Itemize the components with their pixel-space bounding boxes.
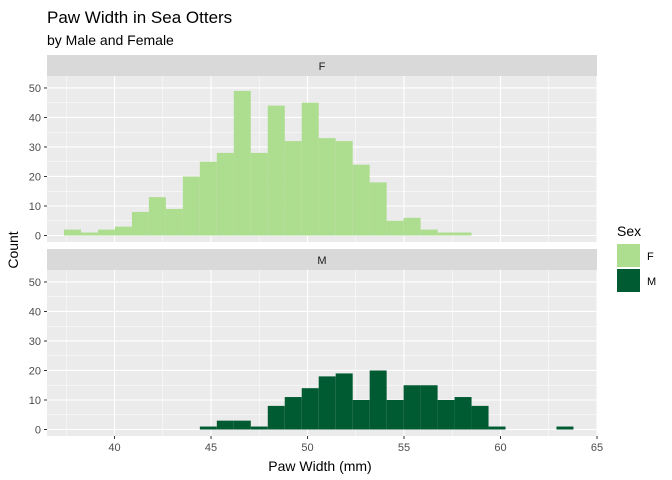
facet-panel-f: F 0 10 20 30 40 50 — [29, 55, 598, 243]
histogram-bar — [114, 226, 132, 236]
histogram-bar — [301, 102, 319, 236]
chart-title: Paw Width in Sea Otters — [47, 8, 232, 27]
histogram-bar — [352, 399, 370, 430]
histogram-bar — [199, 161, 217, 236]
x-tick-label: 60 — [494, 442, 506, 454]
histogram-bar — [301, 388, 319, 430]
legend-label-f: F — [647, 251, 654, 263]
y-tick-label: 50 — [29, 83, 41, 95]
y-tick-label: 0 — [35, 231, 41, 243]
chart-subtitle: by Male and Female — [47, 32, 174, 48]
y-tick-label: 20 — [29, 171, 41, 183]
histogram-bar — [403, 385, 421, 430]
facet-panels: F 0 10 20 30 40 50 M 0 10 20 30 40 50 40 45 50 55 60 65 — [29, 55, 603, 454]
histogram-bar — [267, 105, 285, 236]
histogram-bar — [386, 399, 404, 430]
histogram-bar — [250, 426, 268, 430]
legend-label-m: M — [647, 276, 656, 288]
y-tick-label: 10 — [29, 395, 41, 407]
histogram-bar — [267, 405, 285, 430]
histogram-bar — [420, 229, 438, 236]
histogram-bar — [471, 405, 489, 430]
histogram-bar — [369, 370, 387, 430]
histogram-bar — [165, 208, 183, 236]
x-axis-label: Paw Width (mm) — [268, 458, 371, 474]
histogram-bar — [335, 141, 353, 236]
histogram-bar — [369, 182, 387, 236]
facet-strip-label: F — [319, 61, 326, 73]
y-tick-label: 40 — [29, 112, 41, 124]
histogram-bar — [352, 164, 370, 236]
histogram-bar — [97, 229, 115, 236]
histogram-bar — [182, 176, 200, 236]
histogram-bar — [386, 220, 404, 236]
histogram-bar — [250, 152, 268, 236]
x-tick-label: 45 — [205, 442, 217, 454]
histogram-bar — [284, 397, 302, 430]
histogram-bar — [488, 426, 506, 430]
histogram-bar — [403, 217, 421, 236]
y-tick-label: 0 — [35, 425, 41, 437]
histogram-bar — [454, 397, 472, 430]
histogram-bar — [454, 232, 472, 236]
facet-panel-m: M 0 10 20 30 40 50 40 45 50 55 60 65 — [29, 249, 603, 454]
histogram-bar — [216, 420, 234, 430]
legend: Sex F M — [617, 223, 656, 292]
facet-strip — [47, 249, 597, 270]
x-tick-label: 50 — [301, 442, 313, 454]
histogram-bar — [420, 385, 438, 430]
histogram-bar — [80, 232, 98, 236]
legend-title: Sex — [617, 223, 641, 239]
histogram-bar — [216, 152, 234, 236]
y-tick-label: 50 — [29, 277, 41, 289]
y-tick-label: 20 — [29, 365, 41, 377]
histogram-bar — [233, 90, 251, 236]
histogram-bar — [318, 138, 336, 236]
histogram-bar — [131, 211, 149, 236]
histogram-bar — [556, 426, 574, 430]
y-tick-label: 10 — [29, 201, 41, 213]
histogram-bar — [335, 373, 353, 430]
y-tick-label: 30 — [29, 336, 41, 348]
legend-swatch-m — [617, 269, 640, 292]
histogram-bar — [318, 376, 336, 430]
histogram-bar — [63, 229, 81, 236]
histogram-bar — [437, 399, 455, 430]
histogram-bar — [284, 141, 302, 236]
histogram-bar — [199, 426, 217, 430]
legend-swatch-f — [617, 244, 640, 267]
histogram-bar — [148, 197, 166, 236]
x-tick-label: 40 — [108, 442, 120, 454]
x-tick-label: 55 — [398, 442, 410, 454]
facet-strip — [47, 55, 597, 76]
y-tick-label: 40 — [29, 306, 41, 318]
y-tick-label: 30 — [29, 142, 41, 154]
histogram-bar — [437, 232, 455, 236]
y-axis-label: Count — [5, 231, 21, 268]
histogram-bar — [233, 420, 251, 430]
facet-strip-label: M — [317, 255, 326, 267]
x-tick-label: 65 — [591, 442, 603, 454]
